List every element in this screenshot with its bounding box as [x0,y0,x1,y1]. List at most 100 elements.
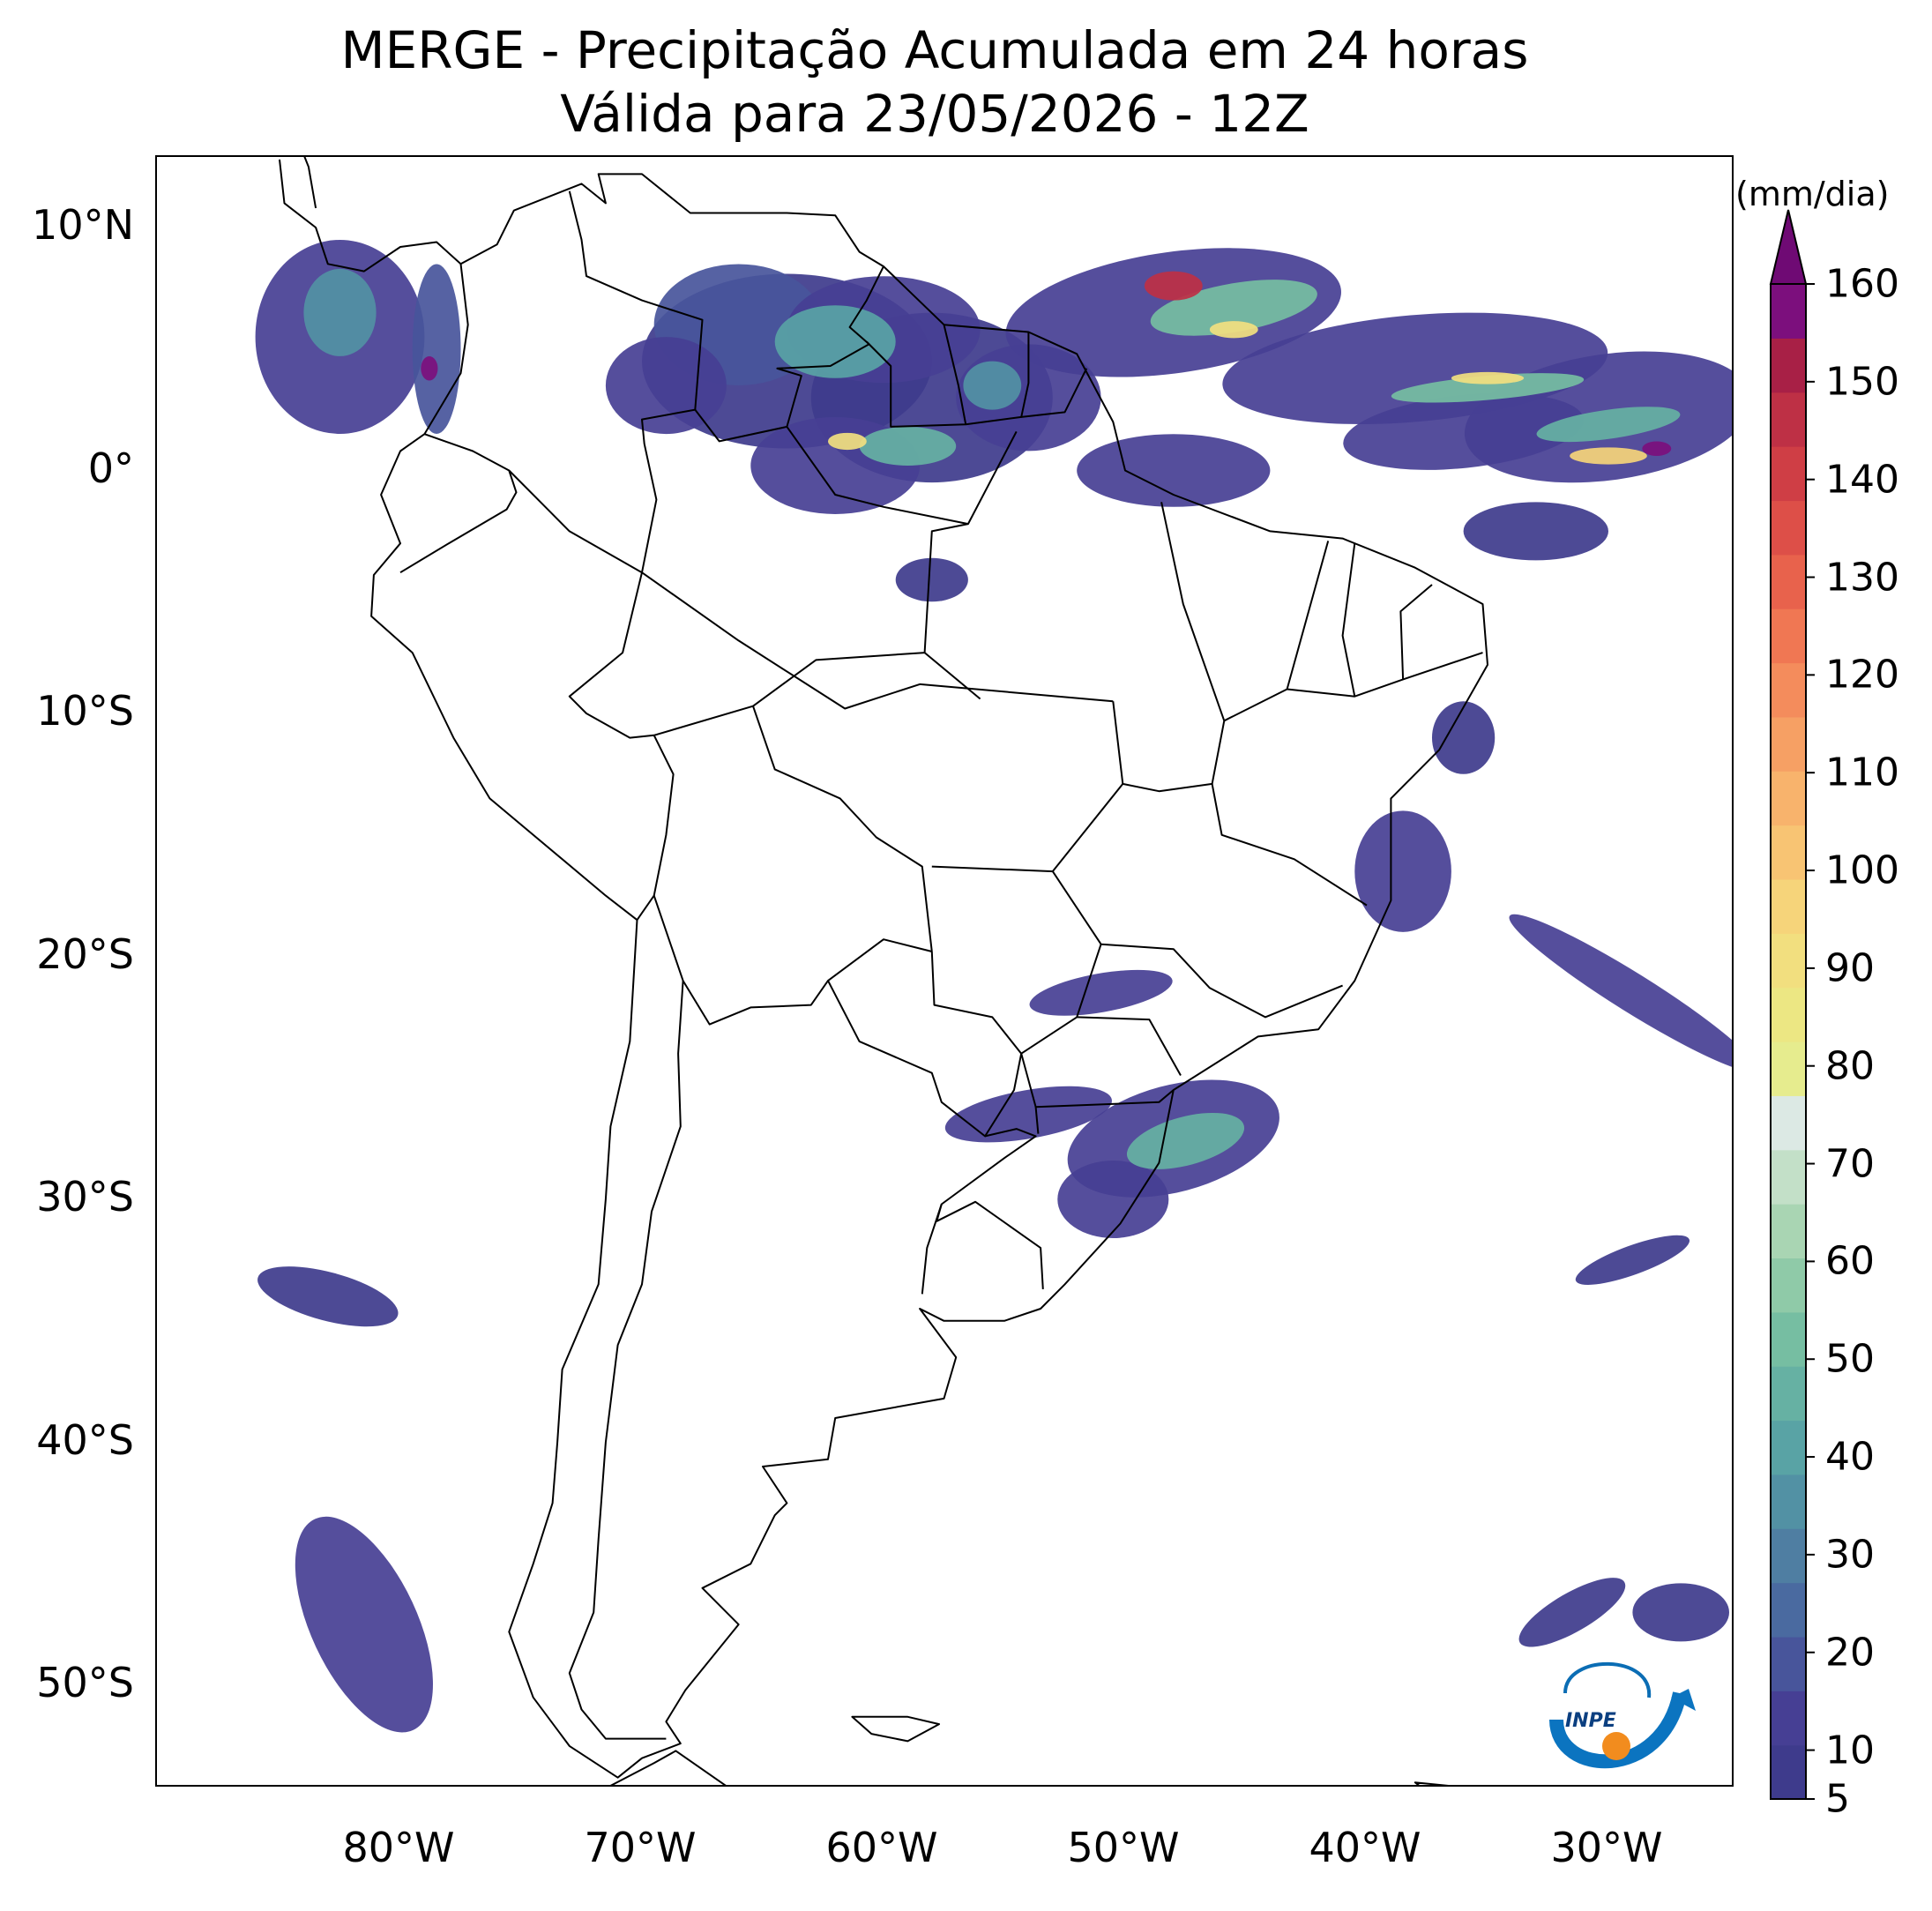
precip-cell [895,557,968,602]
colorbar-outline [1770,283,1807,1800]
colorbar-segment [1771,1474,1806,1529]
colorbar-tick-label: 120 [1825,652,1899,698]
colorbar-segment [1771,771,1806,826]
lon-label: 70°W [584,1824,697,1871]
colorbar-segment [1771,662,1806,718]
border-line [303,157,317,209]
border-line [1021,368,1088,418]
border-line [921,1204,943,1295]
precip-cell [1126,1112,1245,1169]
precip-cell [412,264,461,434]
precip-cell [1463,502,1609,561]
colorbar-segment [1771,1149,1806,1205]
colorbar-segment [1771,500,1806,556]
colorbar-segment [1771,878,1806,934]
border-line [923,652,981,700]
colorbar-tick-label: 40 [1825,1434,1875,1480]
colorbar-tick-label: 60 [1825,1238,1875,1284]
border-line [399,433,518,574]
border-line [568,190,704,573]
border-line [370,173,1488,1779]
colorbar-segment [1771,1258,1806,1313]
lat-label: 50°S [36,1659,134,1706]
lat-label: 0° [87,444,134,492]
colorbar-tick-label: 10 [1825,1728,1875,1773]
border-line [1051,783,1343,1019]
border-line [936,1128,1044,1289]
border-line [653,895,933,1026]
colorbar-segment [1771,1311,1806,1367]
border-line [752,430,1018,707]
precip-cell [1391,373,1585,403]
colorbar-segment [1771,1420,1806,1475]
colorbar-segment [1771,1204,1806,1259]
border-line [1287,652,1483,698]
colorbar-segment [1771,338,1806,393]
map-canvas [255,157,1732,1785]
precip-cell [1144,271,1203,301]
svg-text:INPE: INPE [1565,1710,1616,1732]
lon-label: 80°W [342,1824,455,1871]
precip-cell [1536,407,1681,443]
map-subtitle: Válida para 23/05/2026 - 12Z [560,84,1309,144]
border-line [1077,1016,1182,1076]
colorbar-tick-label: 5 [1825,1776,1850,1822]
colorbar-tick-label: 150 [1825,359,1899,405]
colorbar-tick-label: 100 [1825,847,1899,893]
border-line [1112,502,1226,793]
lat-label: 40°S [36,1415,134,1464]
border-line [694,265,884,443]
precip-cell [1642,441,1672,456]
colorbar-tick-label: 70 [1825,1141,1875,1187]
precip-cell [1518,1578,1626,1647]
precip-cell [1575,1235,1690,1285]
precip-cell [944,1086,1112,1143]
lat-label: 10°S [36,687,134,735]
colorbar-tick-label: 20 [1825,1630,1875,1676]
colorbar-tick-label: 110 [1825,750,1899,795]
border-line [279,159,462,272]
colorbar-segment [1771,446,1806,502]
colorbar-segment [1771,716,1806,772]
border-line [966,332,1030,426]
colorbar-segment [1771,1528,1806,1584]
border-line [931,865,1053,873]
colorbar-segment [1771,1582,1806,1638]
lon-label: 40°W [1309,1824,1421,1871]
colorbar-unit: (mm/dia) [1735,175,1890,213]
precip-cell [295,1516,433,1733]
colorbar-segment [1771,987,1806,1042]
lat-label: 30°S [36,1173,134,1221]
border-line [636,735,675,921]
inpe-logo: INPE [1549,1661,1696,1769]
lat-label: 20°S [36,929,134,978]
border-line [786,426,969,526]
colorbar-tick-label: 90 [1825,945,1875,991]
colorbar-segment [1771,1366,1806,1422]
precip-cell [257,1266,399,1327]
precip-cell [774,305,896,378]
map-title: MERGE - Precipitação Acumulada em 24 hor… [340,20,1529,80]
colorbar-tick-label: 160 [1825,261,1899,307]
colorbar-tick-label: 50 [1825,1336,1875,1382]
colorbar-segment [1771,392,1806,447]
border-line [653,705,933,952]
colorbar-segment [1771,1041,1806,1096]
precip-cell [1632,1583,1729,1642]
precip-cell [421,356,438,381]
colorbar-tick-label: 80 [1825,1043,1875,1089]
lon-label: 50°W [1067,1824,1180,1871]
precip-cell [1431,701,1496,774]
colorbar-extend-arrow [1769,209,1808,285]
precip-cell [303,268,377,356]
border-line [1341,543,1356,697]
border-line [827,951,1023,1138]
precip-cell [605,337,727,435]
border-line [610,1750,727,1785]
colorbar-segment [1771,1636,1806,1691]
colorbar-segment [1771,608,1806,664]
border-line [866,324,967,428]
colorbar-tick-label: 140 [1825,457,1899,503]
colorbar-segment [1771,1691,1806,1746]
colorbar-segment [1771,1744,1806,1800]
